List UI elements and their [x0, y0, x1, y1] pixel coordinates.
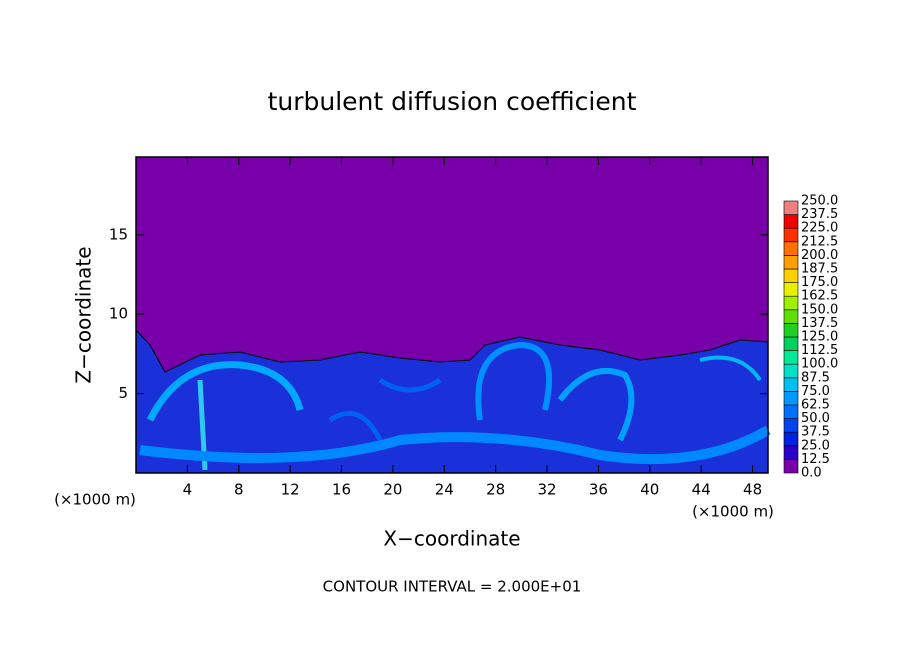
turbulent-region — [135, 328, 769, 474]
eddy-band — [557, 367, 635, 442]
colorbar-label: 50.0 — [801, 411, 830, 426]
eddy-band — [146, 361, 304, 422]
colorbar-box — [783, 268, 799, 283]
colorbar-box — [783, 214, 799, 229]
colorbar-label: 0.0 — [801, 466, 822, 481]
colorbar-box — [783, 404, 799, 419]
y-tick-label: 5 — [118, 384, 128, 402]
x-tick-label: 48 — [743, 481, 762, 499]
colorbar-label: 25.0 — [801, 438, 830, 453]
chart-title: turbulent diffusion coefficient — [268, 87, 637, 116]
colorbar-label: 150.0 — [801, 302, 838, 317]
colorbar-label: 162.5 — [801, 289, 838, 304]
y-tick-label: 10 — [109, 305, 128, 323]
colorbar-label: 225.0 — [801, 221, 838, 236]
x-unit-label: (×1000 m) — [54, 491, 136, 509]
colorbar-label: 200.0 — [801, 248, 838, 263]
colorbar-box — [783, 282, 799, 297]
plot-frame — [135, 156, 769, 474]
eddy-band — [475, 341, 553, 421]
colorbar-box — [783, 391, 799, 406]
colorbar-label: 187.5 — [801, 262, 838, 277]
y-axis-title: Z−coordinate — [72, 246, 96, 383]
x-tick-label: 4 — [183, 481, 193, 499]
colorbar-box — [783, 431, 799, 447]
x-tick-label: 12 — [281, 481, 300, 499]
colorbar-label: 87.5 — [801, 370, 830, 385]
colorbar-label: 250.0 — [801, 194, 838, 209]
x-tick-label: 16 — [332, 481, 351, 499]
colorbar-label: 137.5 — [801, 316, 838, 331]
colorbar-box — [783, 445, 799, 460]
colorbar-label: 212.5 — [801, 234, 838, 249]
colorbar-box — [783, 459, 799, 474]
x-tick-label: 20 — [383, 481, 402, 499]
x-tick-label: 40 — [640, 481, 659, 499]
colorbar-label: 237.5 — [801, 207, 838, 222]
x-tick-label: 8 — [234, 481, 244, 499]
colorbar-box — [783, 350, 799, 365]
footnote: CONTOUR INTERVAL = 2.000E+01 — [323, 578, 582, 596]
colorbar-box — [783, 309, 799, 324]
colorbar-label: 100.0 — [801, 357, 838, 372]
x-axis-title: X−coordinate — [383, 527, 520, 551]
x-tick-label: 24 — [435, 481, 454, 499]
colorbar-label: 75.0 — [801, 384, 830, 399]
colorbar-label: 12.5 — [801, 452, 830, 467]
y-tick-label: 15 — [109, 225, 128, 243]
x-unit-label: (×1000 m) — [692, 503, 774, 521]
x-tick-label: 44 — [692, 481, 711, 499]
colorbar-box — [783, 295, 799, 311]
colorbar-box — [783, 363, 799, 379]
eddy-band — [328, 377, 442, 442]
eddy-band — [139, 425, 771, 465]
eddy-band — [699, 355, 762, 382]
colorbar-label: 62.5 — [801, 398, 830, 413]
colorbar-box — [783, 200, 799, 215]
x-tick-label: 28 — [486, 481, 505, 499]
colorbar-label: 37.5 — [801, 425, 830, 440]
colorbar-box — [783, 241, 799, 256]
x-tick-label: 36 — [589, 481, 608, 499]
x-tick-label: 32 — [538, 481, 557, 499]
colorbar-box — [783, 377, 799, 392]
colorbar-label: 112.5 — [801, 343, 838, 358]
colorbar-box — [783, 227, 799, 243]
colorbar-label: 125.0 — [801, 330, 838, 345]
colorbar-label: 175.0 — [801, 275, 838, 290]
colorbar-box — [783, 418, 799, 433]
colorbar-box — [783, 336, 799, 351]
field — [135, 157, 771, 474]
colorbar-box — [783, 323, 799, 338]
colorbar-box — [783, 255, 799, 270]
